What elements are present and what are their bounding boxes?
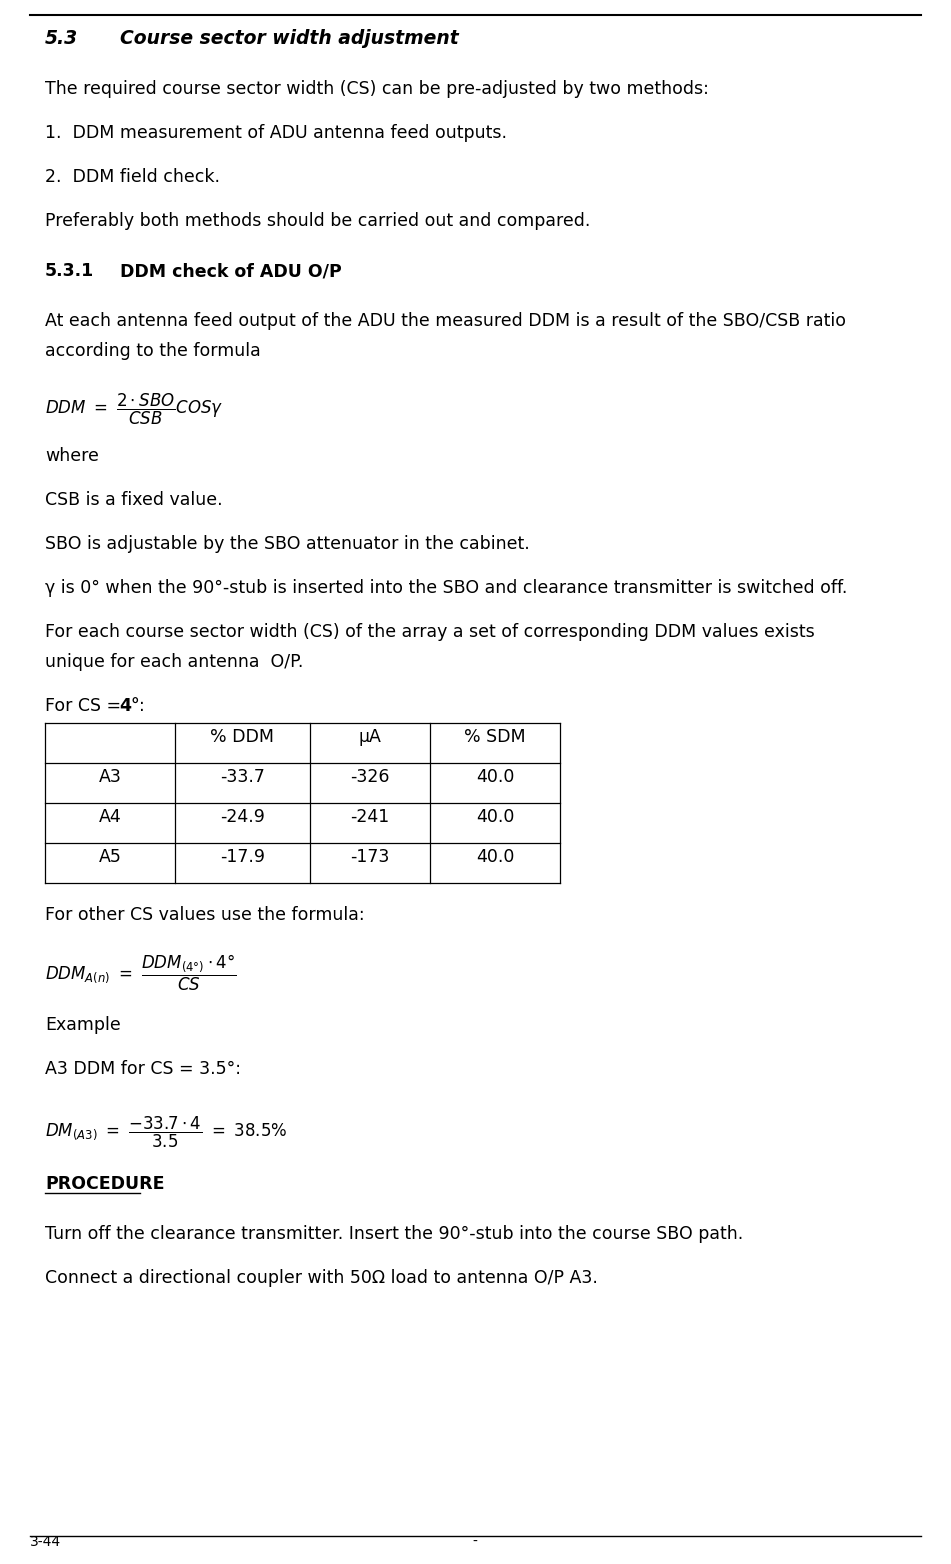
Text: % DDM: % DDM [210,727,275,746]
Text: A4: A4 [99,809,122,826]
Text: 1.  DDM measurement of ADU antenna feed outputs.: 1. DDM measurement of ADU antenna feed o… [45,124,507,142]
Text: :: : [139,698,145,715]
Text: -17.9: -17.9 [220,848,265,866]
Text: -173: -173 [350,848,390,866]
Text: μA: μA [359,727,381,746]
Text: where: where [45,447,99,465]
Text: Course sector width adjustment: Course sector width adjustment [120,30,458,48]
Text: PROCEDURE: PROCEDURE [45,1175,165,1193]
Text: Example: Example [45,1017,121,1034]
Text: unique for each antenna  O/P.: unique for each antenna O/P. [45,654,303,671]
Text: 3-44: 3-44 [30,1534,61,1548]
Text: -: - [473,1534,477,1548]
Text: 40.0: 40.0 [476,809,514,826]
Text: $\mathit{DM}_{(A3)}\ =\ \dfrac{-33.7\cdot 4}{3.5}\ =\ 38.5\%$: $\mathit{DM}_{(A3)}\ =\ \dfrac{-33.7\cdo… [45,1115,287,1150]
Text: A3: A3 [99,768,122,787]
Text: For CS =: For CS = [45,698,126,715]
Text: 40.0: 40.0 [476,768,514,787]
Text: 2.  DDM field check.: 2. DDM field check. [45,167,220,186]
Text: At each antenna feed output of the ADU the measured DDM is a result of the SBO/C: At each antenna feed output of the ADU t… [45,311,846,330]
Text: Connect a directional coupler with 50Ω load to antenna O/P A3.: Connect a directional coupler with 50Ω l… [45,1268,598,1287]
Text: A3 DDM for CS = 3.5°:: A3 DDM for CS = 3.5°: [45,1060,241,1078]
Text: For other CS values use the formula:: For other CS values use the formula: [45,906,364,924]
Text: according to the formula: according to the formula [45,343,261,360]
Text: 5.3: 5.3 [45,30,78,48]
Text: The required course sector width (CS) can be pre-adjusted by two methods:: The required course sector width (CS) ca… [45,80,708,99]
Text: 5.3.1: 5.3.1 [45,263,94,280]
Text: 4°: 4° [119,698,140,715]
Text: γ is 0° when the 90°-stub is inserted into the SBO and clearance transmitter is : γ is 0° when the 90°-stub is inserted in… [45,579,847,597]
Text: CSB is a fixed value.: CSB is a fixed value. [45,491,223,508]
Text: -326: -326 [350,768,390,787]
Text: $\mathit{DDM}\ =\ \dfrac{2\cdot \mathit{SBO}}{\mathit{CSB}}\mathit{COS}\gamma$: $\mathit{DDM}\ =\ \dfrac{2\cdot \mathit{… [45,391,223,427]
Text: DDM check of ADU O/P: DDM check of ADU O/P [120,263,341,280]
Text: Preferably both methods should be carried out and compared.: Preferably both methods should be carrie… [45,213,591,230]
Text: A5: A5 [99,848,122,866]
Text: $\mathit{DDM}_{A(n)}\ =\ \dfrac{\mathit{DDM}_{(4°)}\cdot 4°}{\mathit{CS}}$: $\mathit{DDM}_{A(n)}\ =\ \dfrac{\mathit{… [45,952,237,993]
Text: SBO is adjustable by the SBO attenuator in the cabinet.: SBO is adjustable by the SBO attenuator … [45,535,530,554]
Text: For each course sector width (CS) of the array a set of corresponding DDM values: For each course sector width (CS) of the… [45,622,815,641]
Text: 40.0: 40.0 [476,848,514,866]
Text: -33.7: -33.7 [220,768,265,787]
Text: -24.9: -24.9 [220,809,265,826]
Text: Turn off the clearance transmitter. Insert the 90°-stub into the course SBO path: Turn off the clearance transmitter. Inse… [45,1225,744,1243]
Text: % SDM: % SDM [464,727,526,746]
Text: -241: -241 [350,809,390,826]
